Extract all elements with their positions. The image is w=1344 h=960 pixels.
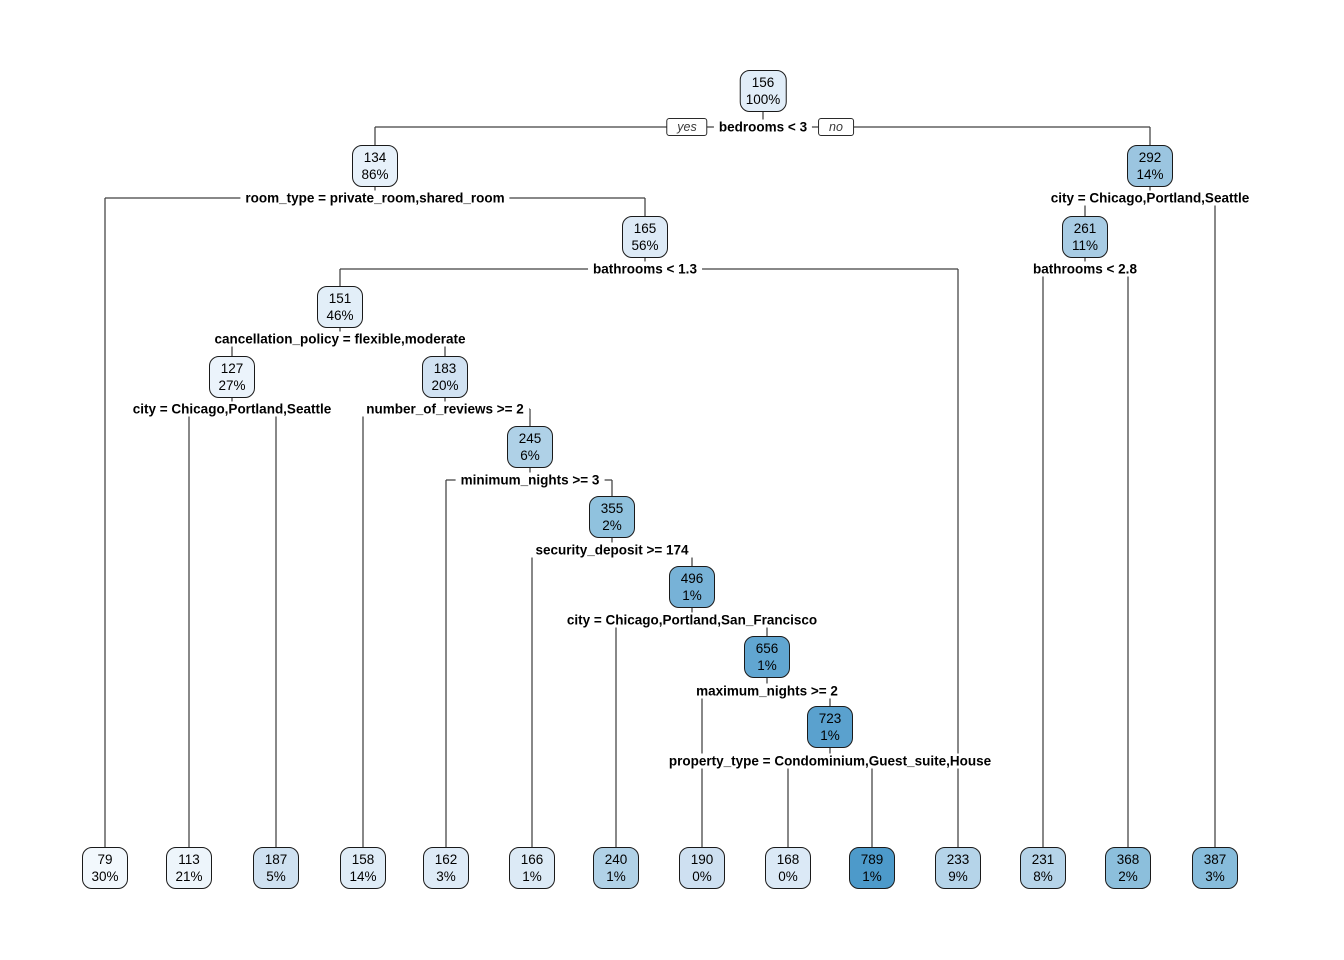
node-percent: 86% <box>361 167 389 182</box>
split-label-maximum_nights: maximum_nights >= 2 <box>691 683 843 699</box>
node-156: 156 100% <box>739 70 787 112</box>
node-percent: 14% <box>1136 167 1164 182</box>
node-percent: 1% <box>522 869 542 884</box>
leaf-113: 113 21% <box>166 847 212 889</box>
split-label-minimum_nights: minimum_nights >= 3 <box>455 472 605 488</box>
leaf-233: 233 9% <box>935 847 981 889</box>
node-value: 368 <box>1116 851 1140 867</box>
split-label-bedrooms: bedrooms < 3 <box>713 119 813 135</box>
split-label-cancellation_policy: cancellation_policy = flexible,moderate <box>209 331 471 347</box>
node-656: 656 1% <box>744 636 790 678</box>
node-percent: 3% <box>436 869 456 884</box>
node-value: 233 <box>946 851 970 867</box>
node-292: 292 14% <box>1127 145 1173 187</box>
leaf-240: 240 1% <box>593 847 639 889</box>
node-percent: 3% <box>1205 869 1225 884</box>
node-value: 158 <box>351 851 375 867</box>
node-355: 355 2% <box>589 496 635 538</box>
leaf-231: 231 8% <box>1020 847 1066 889</box>
node-percent: 1% <box>820 728 840 743</box>
node-165: 165 56% <box>622 216 668 258</box>
split-label-security_deposit: security_deposit >= 174 <box>530 542 694 558</box>
node-value: 261 <box>1073 220 1097 236</box>
leaf-190: 190 0% <box>679 847 725 889</box>
split-label-number_of_reviews: number_of_reviews >= 2 <box>361 401 529 417</box>
node-percent: 0% <box>692 869 712 884</box>
node-value: 127 <box>220 360 244 376</box>
node-value: 165 <box>633 220 657 236</box>
node-percent: 20% <box>431 378 459 393</box>
leaf-79: 79 30% <box>82 847 128 889</box>
split-label-city: city = Chicago,Portland,Seattle <box>127 401 337 417</box>
node-value: 79 <box>97 851 113 867</box>
split-label-property_type: property_type = Condominium,Guest_suite,… <box>663 753 997 769</box>
leaf-368: 368 2% <box>1105 847 1151 889</box>
node-value: 183 <box>433 360 457 376</box>
split-label-room_type: room_type = private_room,shared_room <box>240 190 510 206</box>
node-value: 292 <box>1138 149 1162 165</box>
split-label-bathrooms: bathrooms < 1.3 <box>588 261 702 277</box>
node-percent: 21% <box>175 869 203 884</box>
no-label: no <box>818 118 854 136</box>
node-percent: 2% <box>602 518 622 533</box>
node-percent: 1% <box>682 588 702 603</box>
node-percent: 0% <box>778 869 798 884</box>
node-value: 355 <box>600 500 624 516</box>
leaf-387: 387 3% <box>1192 847 1238 889</box>
node-value: 113 <box>178 851 200 867</box>
node-value: 231 <box>1031 851 1055 867</box>
node-percent: 1% <box>606 869 626 884</box>
node-value: 496 <box>680 570 704 586</box>
node-151: 151 46% <box>317 286 363 328</box>
leaf-162: 162 3% <box>423 847 469 889</box>
node-percent: 5% <box>266 869 286 884</box>
node-value: 656 <box>755 640 779 656</box>
node-183: 183 20% <box>422 356 468 398</box>
node-value: 151 <box>328 290 352 306</box>
node-value: 245 <box>518 430 542 446</box>
node-value: 162 <box>434 851 458 867</box>
node-percent: 9% <box>948 869 968 884</box>
node-percent: 46% <box>326 308 354 323</box>
node-value: 240 <box>604 851 628 867</box>
node-127: 127 27% <box>209 356 255 398</box>
node-134: 134 86% <box>352 145 398 187</box>
node-value: 190 <box>690 851 714 867</box>
leaf-187: 187 5% <box>253 847 299 889</box>
node-value: 134 <box>363 149 387 165</box>
node-value: 789 <box>860 851 884 867</box>
node-percent: 1% <box>862 869 882 884</box>
leaf-166: 166 1% <box>509 847 555 889</box>
node-245: 245 6% <box>507 426 553 468</box>
leaf-789: 789 1% <box>849 847 895 889</box>
node-percent: 8% <box>1033 869 1053 884</box>
node-value: 387 <box>1203 851 1227 867</box>
node-percent: 2% <box>1118 869 1138 884</box>
node-261: 261 11% <box>1062 216 1108 258</box>
node-percent: 14% <box>349 869 377 884</box>
node-percent: 100% <box>745 92 781 107</box>
leaf-168: 168 0% <box>765 847 811 889</box>
node-percent: 56% <box>631 238 659 253</box>
node-723: 723 1% <box>807 706 853 748</box>
node-496: 496 1% <box>669 566 715 608</box>
node-percent: 11% <box>1071 238 1099 253</box>
node-percent: 6% <box>520 448 540 463</box>
node-percent: 30% <box>91 869 119 884</box>
yes-label: yes <box>666 118 708 136</box>
node-value: 723 <box>818 710 842 726</box>
split-label-city: city = Chicago,Portland,Seattle <box>1045 190 1255 206</box>
split-label-city: city = Chicago,Portland,San_Francisco <box>561 612 823 628</box>
leaf-158: 158 14% <box>340 847 386 889</box>
node-value: 168 <box>776 851 800 867</box>
node-value: 187 <box>264 851 288 867</box>
node-value: 156 <box>751 74 775 90</box>
split-label-bathrooms: bathrooms < 2.8 <box>1028 261 1142 277</box>
node-percent: 1% <box>757 658 777 673</box>
node-value: 166 <box>520 851 544 867</box>
node-percent: 27% <box>218 378 246 393</box>
